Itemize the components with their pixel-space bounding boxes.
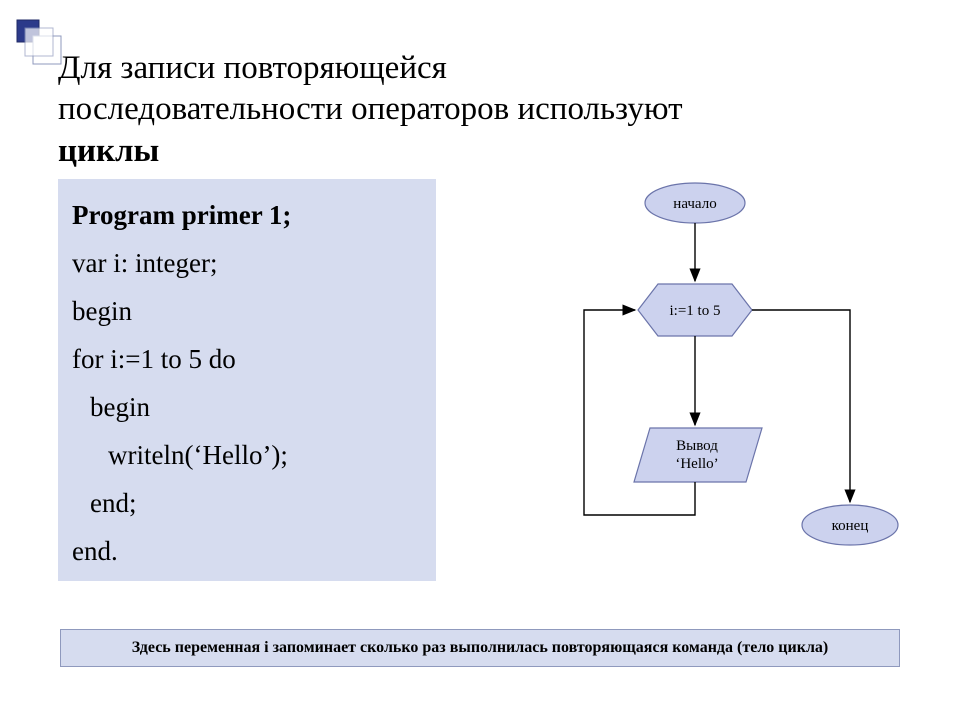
flow-loop-label: i:=1 to 5 xyxy=(670,303,721,319)
code-line: var i: integer; xyxy=(72,239,424,287)
code-line: begin xyxy=(72,287,424,335)
heading-line2: последовательности операторов используют xyxy=(58,91,683,127)
code-box: Program primer 1; var i: integer; begin … xyxy=(58,179,436,581)
code-line: for i:=1 to 5 do xyxy=(72,335,424,383)
flow-output-label1: Вывод xyxy=(676,438,718,454)
code-line: end; xyxy=(72,479,424,527)
code-line: begin xyxy=(72,383,424,431)
footnote-box: Здесь переменная i запоминает сколько ра… xyxy=(60,629,900,667)
code-line: writeln(‘Hello’); xyxy=(72,431,424,479)
heading-line1: Для записи повторяющейся xyxy=(58,50,447,86)
flow-end-label: конец xyxy=(832,518,869,534)
flow-output-node xyxy=(634,428,762,482)
heading-bold: циклы xyxy=(58,133,159,169)
flow-back-loop xyxy=(584,310,695,515)
slide-heading: Для записи повторяющейся последовательно… xyxy=(58,48,898,172)
flow-output-label2: ‘Hello’ xyxy=(675,456,718,472)
footnote-text: Здесь переменная i запоминает сколько ра… xyxy=(132,639,829,656)
flow-exit-path xyxy=(752,310,850,502)
flowchart: начало i:=1 to 5 Вывод ‘Hello’ конец xyxy=(500,175,920,595)
flow-start-label: начало xyxy=(673,196,716,212)
code-line: end. xyxy=(72,527,424,575)
code-line: Program primer 1; xyxy=(72,191,424,239)
